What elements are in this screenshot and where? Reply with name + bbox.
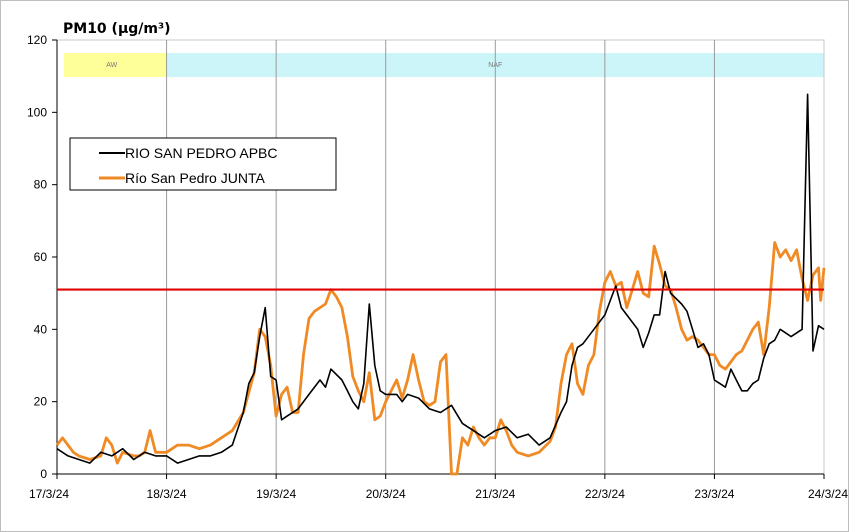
chart-title: PM10 (µg/m³) bbox=[63, 21, 171, 37]
x-tick-label: 22/3/24 bbox=[585, 487, 625, 501]
plot-area bbox=[57, 40, 824, 474]
x-tick-label: 17/3/24 bbox=[29, 487, 69, 501]
y-tick-label: 120 bbox=[27, 33, 47, 47]
y-tick-label: 20 bbox=[34, 395, 48, 409]
legend-label-apbc: RIO SAN PEDRO APBC bbox=[125, 145, 277, 161]
x-tick-label: 20/3/24 bbox=[366, 487, 406, 501]
legend: RIO SAN PEDRO APBC Río San Pedro JUNTA bbox=[70, 138, 336, 190]
y-tick-label: 0 bbox=[40, 467, 47, 481]
y-tick-label: 40 bbox=[34, 322, 48, 336]
y-tick-label: 60 bbox=[34, 250, 48, 264]
x-tick-label: 23/3/24 bbox=[694, 487, 734, 501]
x-tick-label: 19/3/24 bbox=[256, 487, 296, 501]
x-tick-label: 24/3/24 bbox=[808, 487, 848, 501]
y-tick-label: 100 bbox=[27, 105, 47, 119]
band-label-aw: AW bbox=[106, 62, 117, 69]
legend-label-junta: Río San Pedro JUNTA bbox=[125, 170, 265, 186]
y-tick-label: 80 bbox=[34, 178, 48, 192]
x-tick-label: 21/3/24 bbox=[475, 487, 515, 501]
x-tick-label: 18/3/24 bbox=[147, 487, 187, 501]
